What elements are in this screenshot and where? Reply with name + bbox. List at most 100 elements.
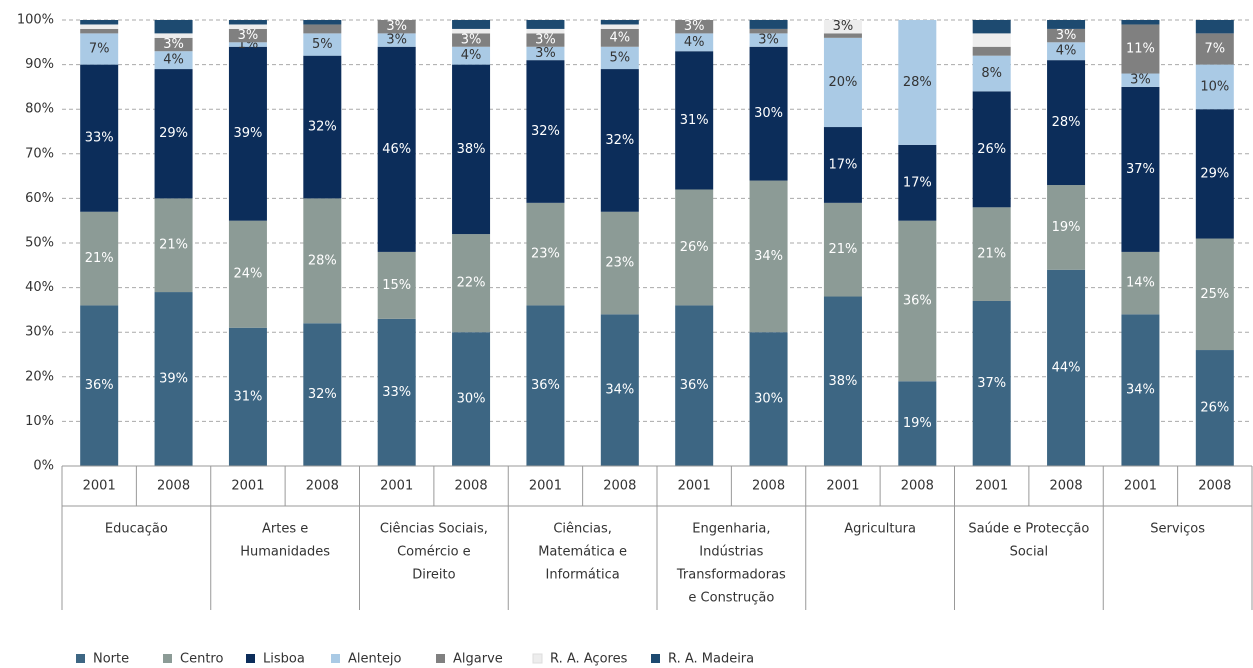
bar-segment <box>675 305 714 466</box>
bar-segment <box>452 20 491 29</box>
bar-segment <box>749 28 788 34</box>
bar-segment <box>303 20 342 25</box>
group-label: Agricultura <box>844 522 916 537</box>
data-label: 4% <box>461 48 482 63</box>
bar-segment <box>600 69 639 212</box>
data-label: 29% <box>159 126 188 141</box>
data-label: 4% <box>163 53 184 68</box>
y-tick-label: 10% <box>25 414 54 429</box>
data-label: 17% <box>828 157 857 172</box>
bar-segment <box>377 33 416 47</box>
bar-segment <box>228 24 267 29</box>
data-label: 3% <box>238 28 259 43</box>
bar-segment <box>823 20 862 34</box>
data-label: 17% <box>903 175 932 190</box>
bar-segment <box>452 64 491 235</box>
group-label: Informática <box>546 568 620 583</box>
x-tick-label: 2008 <box>901 479 934 494</box>
bar-segment <box>80 33 119 65</box>
bar-segment <box>154 51 193 70</box>
bar-segment <box>1121 314 1160 466</box>
bar-segment <box>303 198 342 324</box>
data-label: 19% <box>1052 220 1081 235</box>
data-label: 5% <box>312 37 333 52</box>
data-label: 3% <box>684 19 705 34</box>
bar-segment <box>80 20 119 25</box>
bar-segment <box>823 127 862 203</box>
bar-segment <box>303 33 342 56</box>
y-tick-label: 90% <box>25 57 54 72</box>
bar-segment <box>377 20 416 34</box>
bar-segment <box>303 323 342 466</box>
data-label: 26% <box>680 240 709 255</box>
bar-segment <box>452 234 491 333</box>
legend-label: R. A. Madeira <box>668 652 754 667</box>
group-label: Engenharia, <box>692 522 770 537</box>
data-label: 23% <box>605 256 634 271</box>
bar-segment <box>823 296 862 466</box>
bar-segment <box>972 91 1011 208</box>
data-label: 39% <box>233 126 262 141</box>
data-label: 38% <box>457 142 486 157</box>
bar-segment <box>303 55 342 199</box>
group-label: Indústrias <box>699 545 763 560</box>
legend-swatch <box>246 654 255 663</box>
bar-segment <box>1047 269 1086 466</box>
bar-segment <box>377 318 416 466</box>
bar-segment <box>600 24 639 29</box>
data-label: 10% <box>1200 79 1229 94</box>
bar-segment <box>452 33 491 47</box>
bar-segment <box>1047 185 1086 270</box>
data-label: 34% <box>754 249 783 264</box>
data-label: 21% <box>85 251 114 266</box>
legend-swatch <box>651 654 660 663</box>
data-label: 3% <box>1130 73 1151 88</box>
bar-segment <box>972 33 1011 47</box>
x-tick-label: 2008 <box>306 479 339 494</box>
y-tick-label: 20% <box>25 369 54 384</box>
data-label: 3% <box>386 19 407 34</box>
bar-segment <box>154 33 193 38</box>
x-tick-label: 2008 <box>455 479 488 494</box>
bar-segment <box>898 220 937 382</box>
bar-segment <box>1195 33 1234 65</box>
data-label: 3% <box>163 37 184 52</box>
bar-segment <box>1195 350 1234 466</box>
legend-swatch <box>163 654 172 663</box>
data-label: 32% <box>605 133 634 148</box>
data-label: 23% <box>531 247 560 262</box>
data-label: 36% <box>680 378 709 393</box>
data-label: 31% <box>233 389 262 404</box>
bar-segment <box>972 55 1011 92</box>
bar-segment <box>1195 109 1234 239</box>
x-tick-label: 2001 <box>975 479 1008 494</box>
bar-segment <box>675 33 714 52</box>
group-label: Ciências, <box>553 522 612 537</box>
y-tick-label: 50% <box>25 236 54 251</box>
bar-segment <box>228 42 267 47</box>
bar-segment <box>526 33 565 47</box>
bar-segment <box>675 189 714 306</box>
x-tick-label: 2001 <box>83 479 116 494</box>
x-tick-label: 2001 <box>678 479 711 494</box>
bar-segment <box>1121 251 1160 315</box>
bar-segment <box>898 20 937 145</box>
group-label: Saúde e Protecção <box>968 522 1089 537</box>
y-tick-label: 80% <box>25 102 54 117</box>
legend-swatch <box>76 654 85 663</box>
x-tick-label: 2008 <box>603 479 636 494</box>
data-label: 37% <box>1126 162 1155 177</box>
bar-segment <box>80 24 119 29</box>
bar-segment <box>228 46 267 221</box>
bar-segment <box>80 305 119 466</box>
data-label: 25% <box>1200 287 1229 302</box>
bar-segment <box>823 37 862 128</box>
group-label: Artes e <box>262 522 308 537</box>
data-label: 3% <box>461 33 482 48</box>
data-label: 4% <box>1056 44 1077 59</box>
data-label: 44% <box>1052 360 1081 375</box>
bar-segment <box>452 46 491 65</box>
x-tick-label: 2008 <box>1050 479 1083 494</box>
bar-segment <box>1121 20 1160 25</box>
bar-segment <box>452 332 491 466</box>
